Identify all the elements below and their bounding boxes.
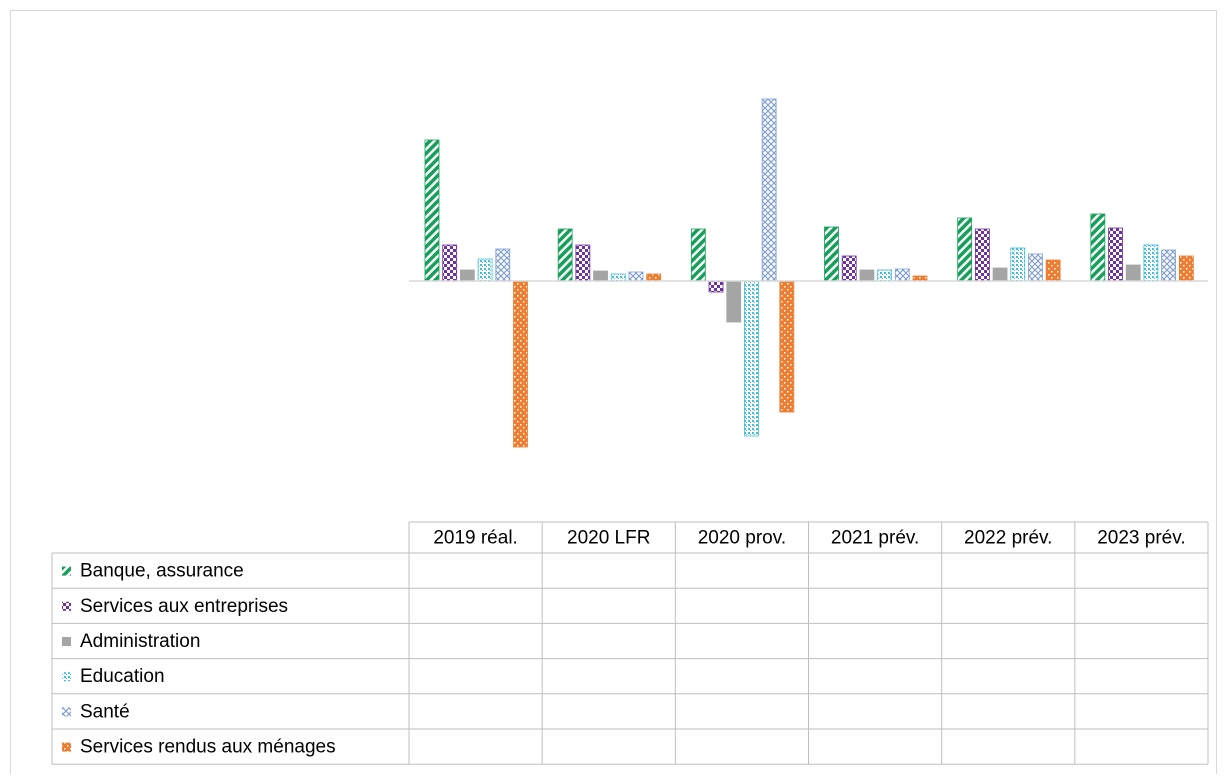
bar <box>957 217 973 282</box>
bar <box>1108 227 1123 282</box>
bar <box>628 271 644 282</box>
bar <box>894 268 910 282</box>
legend-swatch <box>62 637 71 646</box>
bar <box>779 280 795 413</box>
bar <box>646 273 662 282</box>
bar <box>477 258 493 282</box>
bar <box>726 280 742 323</box>
bar <box>557 228 573 282</box>
bar <box>708 280 724 293</box>
legend-swatch <box>62 672 71 682</box>
bar <box>974 228 990 282</box>
bar <box>859 269 875 282</box>
legend-label: Administration <box>80 631 200 652</box>
bar <box>593 270 608 282</box>
bar <box>744 280 759 437</box>
bar <box>1028 253 1043 282</box>
chart-border <box>10 10 1217 779</box>
legend-label: Banque, assurance <box>80 561 244 582</box>
bar <box>992 267 1008 282</box>
bar <box>424 139 440 282</box>
bar <box>1178 255 1194 282</box>
bar <box>761 98 777 282</box>
legend-label: Services rendus aux ménages <box>80 737 336 758</box>
bar <box>513 280 528 448</box>
bar <box>1010 247 1026 282</box>
category-label: 2019 réal. <box>433 528 518 549</box>
category-label: 2020 LFR <box>567 528 650 549</box>
legend-swatch <box>62 601 71 611</box>
legend-swatch <box>62 707 71 717</box>
bar <box>1045 259 1061 282</box>
category-label: 2020 prov. <box>698 528 786 549</box>
legend-label: Education <box>80 666 165 687</box>
bar <box>1161 249 1177 282</box>
category-label: 2023 prév. <box>1097 528 1185 549</box>
bar <box>841 255 857 282</box>
bar <box>610 273 626 282</box>
bar <box>575 244 591 282</box>
category-label: 2022 prév. <box>964 528 1052 549</box>
bar <box>1090 213 1106 282</box>
bar <box>877 269 892 282</box>
legend-swatch <box>62 742 71 752</box>
bar <box>442 244 458 282</box>
bar <box>690 228 706 282</box>
bar <box>1125 264 1141 282</box>
legend-swatch <box>62 566 71 576</box>
legend-label: Santé <box>80 701 130 722</box>
bar <box>459 269 475 282</box>
bar <box>824 226 839 282</box>
bar <box>1143 244 1159 282</box>
category-label: 2021 prév. <box>831 528 919 549</box>
legend-label: Services aux entreprises <box>80 596 288 617</box>
bar <box>495 248 511 282</box>
